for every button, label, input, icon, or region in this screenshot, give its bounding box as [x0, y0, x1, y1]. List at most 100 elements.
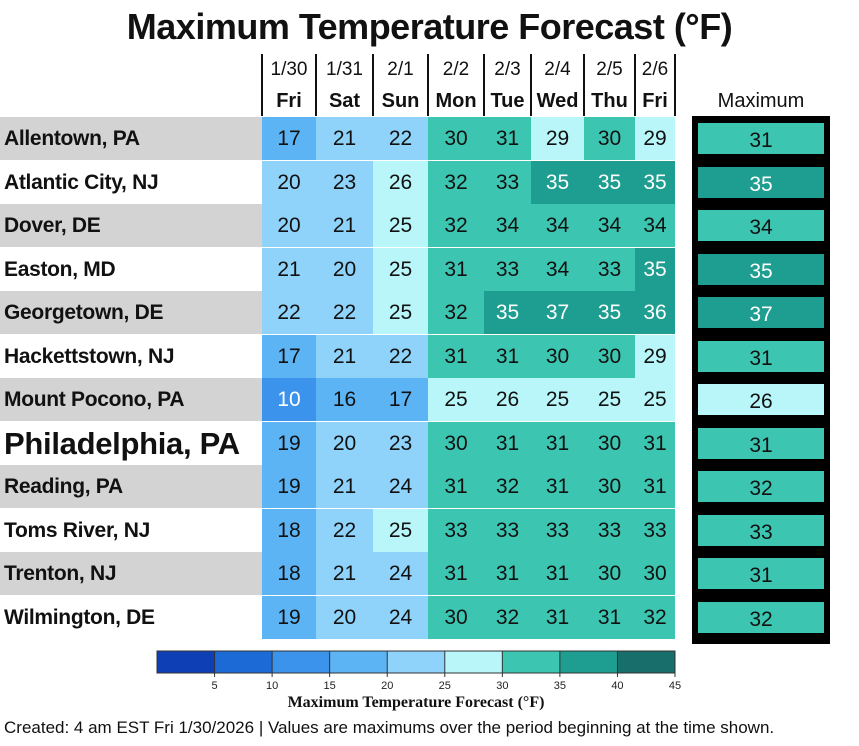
temperature-cell: 31	[428, 247, 484, 291]
temperature-cell: 21	[316, 204, 373, 247]
temperature-cell: 34	[584, 204, 635, 247]
temperature-cell: 30	[584, 117, 635, 160]
temperature-cell: 19	[262, 595, 316, 639]
column-day-label: Mon	[435, 90, 477, 112]
temperature-cell: 33	[428, 508, 484, 552]
column-day-label: Fri	[276, 90, 302, 112]
temperature-cell: 25	[373, 508, 428, 552]
column-date-label: 2/1	[387, 59, 414, 80]
colorbar: 5 10 15 20 25 30 35 40 45	[156, 650, 681, 692]
temperature-cell: 33	[484, 508, 531, 552]
column-day-label: Sat	[328, 90, 361, 112]
temperature-cell: 31	[428, 334, 484, 378]
temperature-cell: 29	[635, 334, 675, 378]
colorbar-tick-label: 40	[611, 680, 623, 692]
column-day-label: Fri	[642, 90, 668, 112]
temperature-cell: 33	[484, 160, 531, 204]
temperature-cell: 33	[484, 247, 531, 291]
column-day-label: Thu	[591, 90, 628, 112]
temperature-cell: 20	[262, 204, 316, 247]
temperature-cell: 35	[531, 160, 584, 204]
maximum-cell: 35	[696, 251, 826, 287]
colorbar-segment	[559, 651, 618, 673]
colorbar-segment	[444, 651, 503, 673]
footer-note: Created: 4 am EST Fri 1/30/2026 | Values…	[4, 718, 775, 737]
temperature-cell: 24	[373, 595, 428, 639]
temperature-cell: 10	[262, 378, 316, 421]
temperature-cell: 30	[428, 421, 484, 465]
maximum-cell: 37	[696, 295, 826, 330]
temperature-cell: 30	[584, 465, 635, 508]
temperature-cell: 20	[316, 247, 373, 291]
colorbar-tick-label: 15	[324, 680, 336, 692]
header-divider	[261, 54, 263, 116]
temperature-cell: 22	[316, 508, 373, 552]
temperature-cell: 18	[262, 508, 316, 552]
temperature-cell: 31	[531, 465, 584, 508]
maximum-cell: 31	[696, 338, 826, 374]
temperature-cell: 30	[428, 595, 484, 639]
colorbar-segment	[329, 651, 388, 673]
temperature-cell: 32	[428, 291, 484, 334]
temperature-cell: 18	[262, 552, 316, 595]
colorbar-tick-label: 10	[266, 680, 278, 692]
temperature-cell: 30	[635, 552, 675, 595]
maximum-cell: 34	[696, 208, 826, 243]
colorbar-tick-label: 30	[496, 680, 508, 692]
header-divider	[427, 54, 429, 116]
column-date-label: 1/30	[270, 59, 308, 80]
temperature-cell: 19	[262, 465, 316, 508]
temperature-cell: 23	[373, 421, 428, 465]
maximum-cell: 35	[696, 164, 826, 200]
colorbar-tick-label: 35	[554, 680, 566, 692]
temperature-cell: 31	[428, 465, 484, 508]
temperature-cell: 33	[635, 508, 675, 552]
column-day-label: Tue	[490, 90, 525, 112]
header-divider	[583, 54, 585, 116]
temperature-cell: 20	[316, 421, 373, 465]
column-date-label: 2/3	[494, 59, 521, 80]
temperature-cell: 30	[584, 421, 635, 465]
column-date-label: 2/2	[442, 59, 470, 80]
column-date-label: 2/6	[641, 59, 669, 80]
maximum-cell: 31	[696, 425, 826, 461]
header-divider	[372, 54, 374, 116]
maximum-cell: 33	[696, 512, 826, 548]
temperature-cell: 32	[428, 204, 484, 247]
temperature-cell: 32	[484, 465, 531, 508]
temperature-cell: 33	[531, 508, 584, 552]
temperature-cell: 21	[316, 465, 373, 508]
header-divider	[634, 54, 636, 116]
temperature-cell: 35	[584, 160, 635, 204]
city-label: Trenton, NJ	[0, 552, 262, 595]
temperature-cell: 22	[316, 291, 373, 334]
temperature-cell: 22	[373, 117, 428, 160]
column-date-label: 2/5	[596, 59, 623, 80]
temperature-cell: 31	[484, 552, 531, 595]
temperature-cell: 25	[373, 204, 428, 247]
temperature-cell: 25	[428, 378, 484, 421]
temperature-cell: 22	[373, 334, 428, 378]
temperature-cell: 35	[484, 291, 531, 334]
temperature-cell: 25	[531, 378, 584, 421]
temperature-cell: 17	[373, 378, 428, 421]
city-label: Toms River, NJ	[4, 518, 150, 542]
colorbar-segment	[214, 651, 273, 673]
maximum-cell: 32	[696, 599, 826, 635]
temperature-cell: 20	[262, 160, 316, 204]
temperature-cell: 31	[531, 421, 584, 465]
temperature-cell: 20	[316, 595, 373, 639]
temperature-cell: 29	[635, 117, 675, 160]
city-label: Georgetown, DE	[0, 291, 262, 334]
temperature-cell: 17	[262, 117, 316, 160]
colorbar-segment	[157, 651, 215, 673]
temperature-cell: 21	[262, 247, 316, 291]
colorbar-tick-label: 20	[381, 680, 393, 692]
colorbar-tick-label: 45	[669, 680, 681, 692]
temperature-cell: 29	[531, 117, 584, 160]
maximum-column-header: Maximum	[717, 90, 805, 112]
temperature-cell: 35	[635, 160, 675, 204]
city-label: Mount Pocono, PA	[0, 378, 262, 421]
temperature-cell: 31	[428, 552, 484, 595]
